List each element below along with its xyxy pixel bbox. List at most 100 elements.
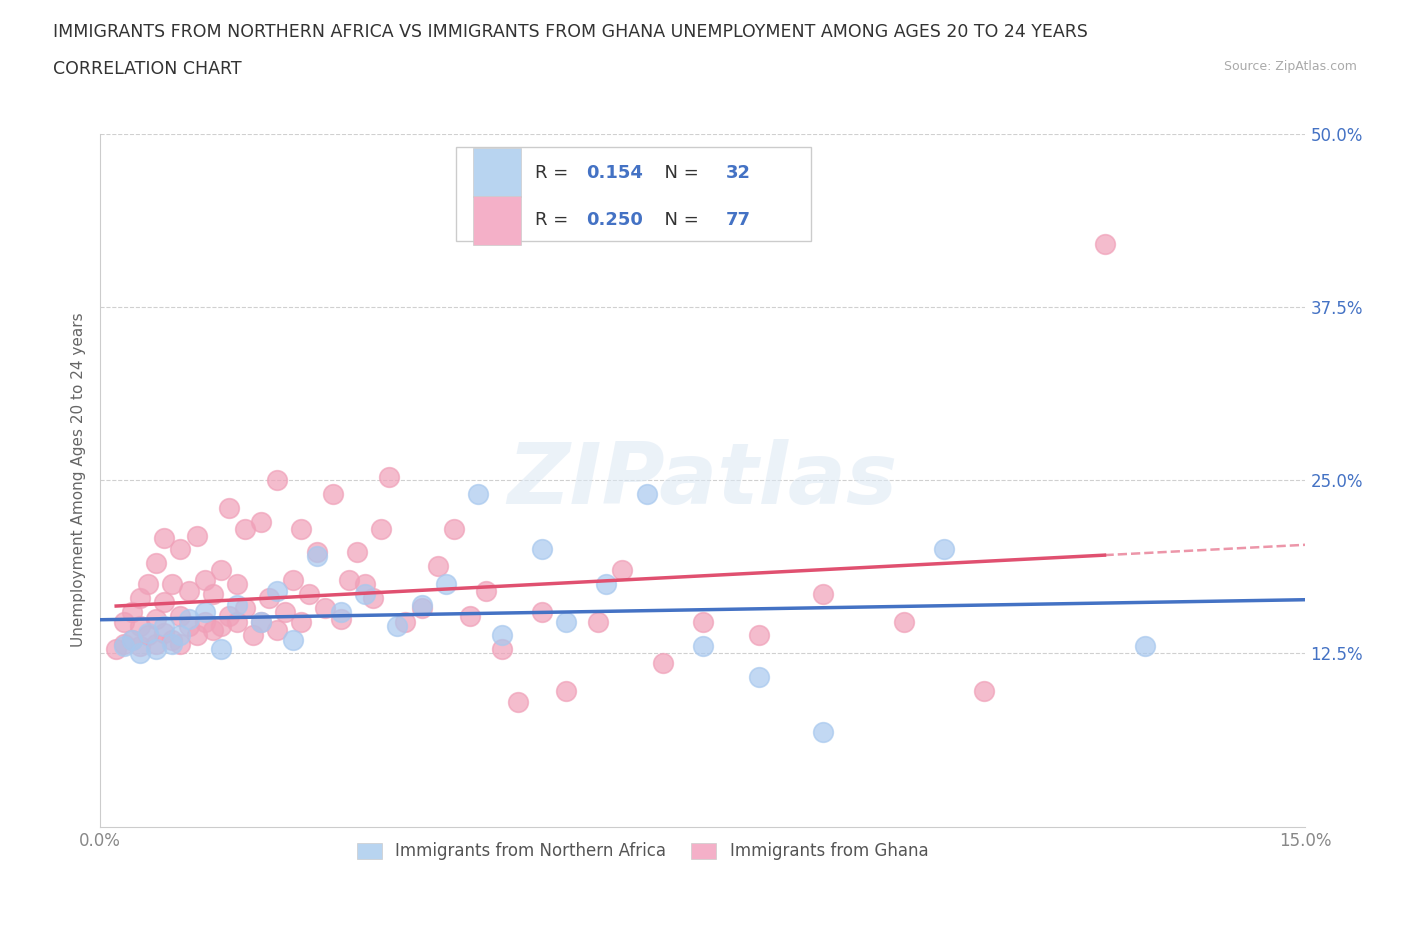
Point bbox=[177, 584, 200, 599]
Point bbox=[394, 614, 416, 629]
Point bbox=[426, 559, 449, 574]
Point bbox=[162, 632, 184, 647]
Point bbox=[346, 545, 368, 560]
Point bbox=[307, 549, 329, 564]
Point bbox=[411, 597, 433, 612]
Point bbox=[588, 614, 610, 629]
Point bbox=[129, 618, 152, 633]
Point bbox=[145, 636, 167, 651]
Point bbox=[370, 521, 392, 536]
Point bbox=[813, 725, 835, 740]
Point bbox=[153, 625, 176, 640]
Point bbox=[242, 628, 264, 643]
Point bbox=[298, 587, 321, 602]
Point bbox=[121, 604, 143, 619]
Point bbox=[281, 573, 304, 588]
Point bbox=[121, 632, 143, 647]
Point bbox=[186, 528, 208, 543]
Point bbox=[354, 577, 377, 591]
Point bbox=[233, 600, 256, 615]
Point bbox=[169, 542, 191, 557]
Point bbox=[443, 521, 465, 536]
Point bbox=[307, 545, 329, 560]
Legend: Immigrants from Northern Africa, Immigrants from Ghana: Immigrants from Northern Africa, Immigra… bbox=[350, 835, 935, 867]
Point bbox=[748, 670, 770, 684]
Point bbox=[290, 614, 312, 629]
Point bbox=[612, 563, 634, 578]
Point bbox=[266, 472, 288, 487]
Point bbox=[266, 622, 288, 637]
Point bbox=[145, 611, 167, 626]
Point bbox=[112, 614, 135, 629]
Point bbox=[692, 639, 714, 654]
Point bbox=[209, 618, 232, 633]
Point bbox=[201, 587, 224, 602]
Point bbox=[555, 684, 578, 698]
Point bbox=[169, 608, 191, 623]
Point bbox=[225, 597, 247, 612]
Point bbox=[129, 646, 152, 661]
Text: 32: 32 bbox=[725, 164, 751, 181]
Text: N =: N = bbox=[654, 211, 704, 230]
Point bbox=[506, 695, 529, 710]
Text: CORRELATION CHART: CORRELATION CHART bbox=[53, 60, 242, 78]
Point bbox=[162, 577, 184, 591]
Point bbox=[194, 614, 217, 629]
Point bbox=[322, 486, 344, 501]
Point bbox=[145, 556, 167, 571]
Point bbox=[281, 632, 304, 647]
Point bbox=[363, 591, 385, 605]
Point bbox=[112, 636, 135, 651]
Point bbox=[274, 604, 297, 619]
Text: 0.154: 0.154 bbox=[586, 164, 643, 181]
Point bbox=[186, 628, 208, 643]
Point bbox=[145, 642, 167, 657]
Point bbox=[169, 628, 191, 643]
Point bbox=[225, 577, 247, 591]
Point bbox=[651, 656, 673, 671]
Point bbox=[218, 608, 240, 623]
Point bbox=[169, 636, 191, 651]
Point bbox=[813, 587, 835, 602]
Point bbox=[330, 611, 353, 626]
FancyBboxPatch shape bbox=[472, 196, 520, 245]
Point bbox=[330, 604, 353, 619]
Point bbox=[138, 628, 160, 643]
Point bbox=[121, 632, 143, 647]
Point bbox=[692, 614, 714, 629]
Point bbox=[467, 486, 489, 501]
Point bbox=[138, 625, 160, 640]
Point bbox=[932, 542, 955, 557]
Point bbox=[531, 542, 554, 557]
Point bbox=[153, 594, 176, 609]
Text: IMMIGRANTS FROM NORTHERN AFRICA VS IMMIGRANTS FROM GHANA UNEMPLOYMENT AMONG AGES: IMMIGRANTS FROM NORTHERN AFRICA VS IMMIG… bbox=[53, 23, 1088, 41]
Point bbox=[555, 614, 578, 629]
Text: 77: 77 bbox=[725, 211, 751, 230]
Point bbox=[387, 618, 409, 633]
Point bbox=[209, 563, 232, 578]
Point bbox=[636, 486, 658, 501]
Point bbox=[434, 577, 457, 591]
Point bbox=[1133, 639, 1156, 654]
Y-axis label: Unemployment Among Ages 20 to 24 years: Unemployment Among Ages 20 to 24 years bbox=[72, 312, 86, 647]
Point bbox=[153, 531, 176, 546]
Text: ZIPatlas: ZIPatlas bbox=[508, 439, 898, 522]
Point bbox=[201, 622, 224, 637]
Text: 0.250: 0.250 bbox=[586, 211, 643, 230]
Point bbox=[491, 628, 513, 643]
Point bbox=[1094, 237, 1116, 252]
Point bbox=[973, 684, 995, 698]
Point bbox=[162, 636, 184, 651]
Point bbox=[233, 521, 256, 536]
Point bbox=[194, 573, 217, 588]
Point bbox=[177, 618, 200, 633]
Point bbox=[129, 591, 152, 605]
Point bbox=[475, 584, 498, 599]
Point bbox=[209, 642, 232, 657]
Point bbox=[138, 577, 160, 591]
Point bbox=[748, 628, 770, 643]
Point bbox=[531, 604, 554, 619]
Point bbox=[177, 611, 200, 626]
Text: R =: R = bbox=[536, 164, 574, 181]
Point bbox=[105, 642, 128, 657]
